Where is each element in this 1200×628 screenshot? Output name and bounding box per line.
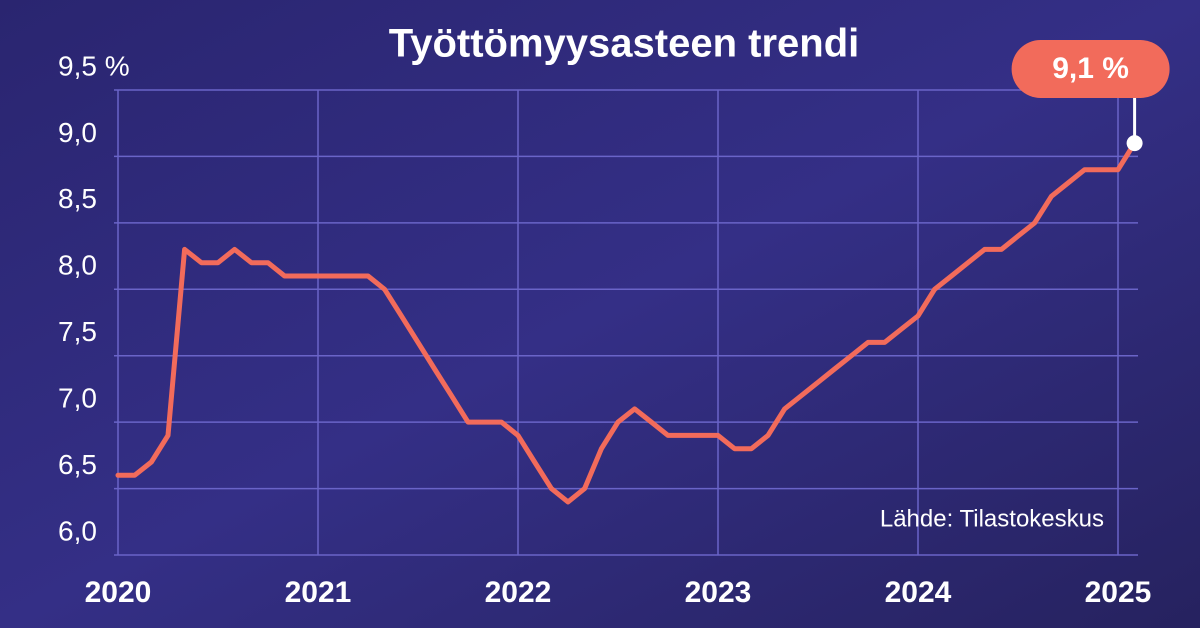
x-tick-label: 2024 — [885, 576, 952, 609]
x-tick-label: 2022 — [485, 576, 552, 609]
y-tick-label: 8,0 — [58, 250, 97, 281]
chart-title: Työttömyysasteen trendi — [389, 22, 860, 66]
x-tick-label: 2021 — [285, 576, 352, 609]
last-point — [1126, 135, 1143, 152]
plot: 6,0 6,5 7,0 7,5 8,0 8,5 9,0 9,5 % 2020 2021 2022 20… — [58, 40, 1170, 609]
y-tick-label: 9,5 % — [58, 50, 130, 81]
y-tick-label: 7,5 — [58, 316, 97, 347]
y-tick-label: 6,0 — [58, 515, 97, 546]
source: Lähde: Tilastokeskus — [880, 505, 1104, 532]
grid — [114, 89, 1138, 556]
y-tick-label: 8,5 — [58, 183, 97, 214]
callout-label: 9,1 % — [1052, 52, 1129, 85]
x-tick-label: 2020 — [85, 576, 152, 609]
y-tick-label: 9,0 — [58, 117, 97, 148]
y-tick-label: 7,0 — [58, 383, 97, 414]
line — [115, 140, 1138, 505]
x-tick-label: 2025 — [1085, 576, 1152, 609]
y-tick-label: 6,5 — [58, 449, 97, 480]
callout-box — [1011, 40, 1170, 98]
x-tick-label: 2023 — [685, 576, 752, 609]
